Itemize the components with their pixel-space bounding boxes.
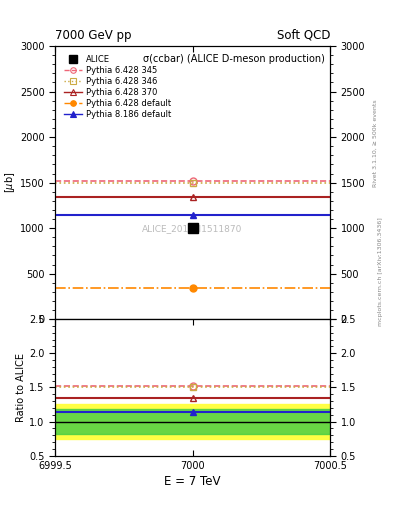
Bar (55, 409, 330, 434)
Text: 7000 GeV pp: 7000 GeV pp (55, 29, 132, 42)
Y-axis label: d$\sigma$
──
[$\mu$b]: d$\sigma$ ── [$\mu$b] (0, 172, 17, 193)
Text: ALICE_2017_I1511870: ALICE_2017_I1511870 (142, 225, 243, 233)
Text: Rivet 3.1.10, ≥ 500k events: Rivet 3.1.10, ≥ 500k events (373, 99, 378, 187)
X-axis label: E = 7 TeV: E = 7 TeV (164, 475, 221, 488)
Legend: ALICE, Pythia 6.428 345, Pythia 6.428 346, Pythia 6.428 370, Pythia 6.428 defaul: ALICE, Pythia 6.428 345, Pythia 6.428 34… (62, 53, 173, 121)
Y-axis label: Ratio to ALICE: Ratio to ALICE (17, 353, 26, 422)
Text: σ(ccbar) (ALICE D-meson production): σ(ccbar) (ALICE D-meson production) (143, 54, 325, 65)
Text: Soft QCD: Soft QCD (277, 29, 330, 42)
Bar (55, 404, 330, 439)
Text: mcplots.cern.ch [arXiv:1306.3436]: mcplots.cern.ch [arXiv:1306.3436] (378, 217, 383, 326)
